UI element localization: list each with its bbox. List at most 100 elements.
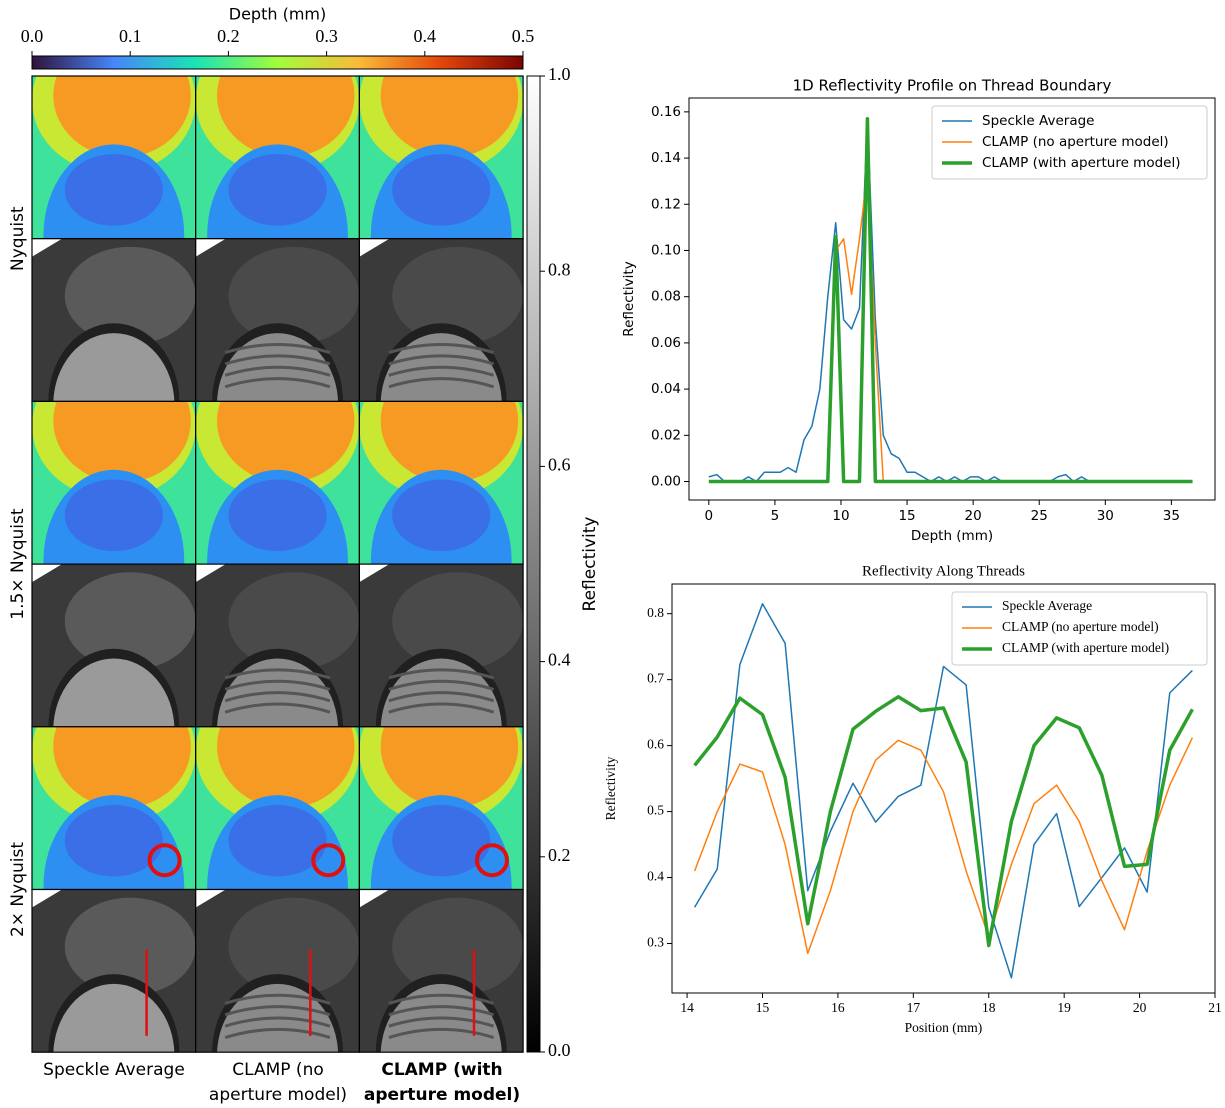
thread-band: [224, 679, 331, 691]
legend-box: [931, 105, 1208, 180]
x-tick-label: 20: [965, 508, 982, 524]
x-tick-label: 0: [705, 508, 714, 524]
y-tick-label: 0.6: [647, 737, 664, 752]
x-axis-label: Position (mm): [905, 1020, 983, 1035]
series-line: [708, 117, 1193, 484]
depth-region: [53, 726, 191, 809]
x-tick-label: 15: [898, 508, 915, 524]
image-cell: [32, 889, 196, 1053]
corner: [195, 564, 226, 583]
image-cell: [32, 238, 196, 402]
image-cell: [359, 238, 524, 402]
colorbar: [526, 75, 541, 1053]
y-tick-label: 0.02: [651, 427, 681, 443]
tick-label: 0.8: [548, 259, 571, 279]
x-tick-label: 21: [1208, 1000, 1222, 1015]
x-axis-label: Depth (mm): [911, 528, 993, 544]
column-label: CLAMP (with aperture model): [363, 1060, 521, 1105]
image-cell: [32, 726, 196, 890]
depth-region: [380, 401, 519, 483]
thread-band: [388, 354, 495, 366]
tick-label: 0.2: [217, 26, 240, 46]
reflectivity-region: [228, 246, 360, 345]
row-label: Nyquist: [8, 206, 28, 271]
thread-band: [224, 702, 331, 714]
y-tick-label: 0.3: [647, 935, 664, 950]
thread-band: [388, 1027, 495, 1039]
thread-band: [224, 668, 331, 680]
reflectivity-region: [53, 658, 175, 727]
depth-region: [392, 479, 491, 552]
image-cell: [359, 76, 524, 239]
y-tick-label: 0.8: [647, 605, 664, 620]
y-tick-label: 0.4: [647, 869, 664, 884]
roi-marker: [474, 843, 509, 878]
legend-label: Speckle Average: [1002, 598, 1092, 613]
image-cell: [195, 564, 360, 727]
x-tick-label: 20: [1133, 1000, 1147, 1015]
reflectivity-region: [64, 897, 196, 996]
image-cell: [32, 76, 196, 239]
reflectivity-region: [392, 897, 524, 996]
thread-band: [224, 365, 331, 377]
thread-band: [388, 365, 495, 377]
image-cell: [195, 889, 360, 1053]
corner: [195, 238, 226, 257]
y-axis-label: Reflectivity: [603, 756, 618, 820]
thread-band: [224, 1016, 331, 1028]
depth-region: [64, 154, 163, 226]
thread-band: [224, 691, 331, 703]
roi-marker: [147, 843, 182, 878]
series-line: [693, 695, 1194, 948]
thread-band: [388, 679, 495, 691]
y-tick-label: 0.5: [647, 803, 664, 818]
legend-label: Speckle Average: [982, 113, 1094, 129]
tick-label: 0.6: [548, 455, 571, 475]
corner: [359, 889, 390, 908]
row-label: 2× Nyquist: [8, 842, 28, 937]
legend-label: CLAMP (with aperture model): [1002, 640, 1169, 655]
thread-band: [224, 343, 331, 355]
image-cell: [32, 401, 196, 565]
x-tick-label: 14: [680, 1000, 694, 1015]
x-tick-label: 10: [832, 508, 849, 524]
depth-region: [64, 479, 163, 552]
reflectivity-region: [228, 572, 360, 670]
image-cell: [195, 238, 360, 402]
image-cell: [32, 564, 196, 727]
corner: [32, 889, 62, 908]
y-tick-label: 0.7: [647, 671, 664, 686]
y-tick-label: 0.16: [651, 104, 681, 120]
corner: [32, 564, 62, 583]
tick-label: 1.0: [548, 64, 571, 84]
corner: [359, 238, 390, 257]
reflectivity-region: [392, 572, 524, 670]
series-line: [693, 737, 1194, 955]
y-tick-label: 0.04: [651, 381, 681, 397]
depth-region: [392, 804, 491, 877]
legend-label: CLAMP (no aperture model): [982, 134, 1169, 150]
roi-marker: [311, 843, 346, 878]
depth-region: [217, 76, 355, 158]
depth-region: [228, 479, 327, 552]
x-tick-label: 19: [1057, 1000, 1071, 1015]
reflectivity-region: [64, 572, 196, 670]
axes-frame: [671, 583, 1216, 994]
image-cell: [195, 401, 360, 565]
thread-band: [224, 993, 331, 1005]
thread-band: [224, 377, 331, 389]
tick-label: 0.0: [548, 1040, 571, 1060]
colorbar-label: Depth (mm): [229, 5, 326, 24]
image-cell: [195, 76, 360, 239]
legend-box: [951, 591, 1208, 666]
y-tick-label: 0.06: [651, 335, 681, 351]
x-tick-label: 15: [756, 1000, 770, 1015]
reflectivity-region: [392, 246, 524, 345]
corner: [195, 889, 226, 908]
x-tick-label: 18: [982, 1000, 996, 1015]
y-tick-label: 0.12: [651, 196, 681, 212]
image-cell: [359, 889, 524, 1053]
thread-band: [388, 1005, 495, 1017]
